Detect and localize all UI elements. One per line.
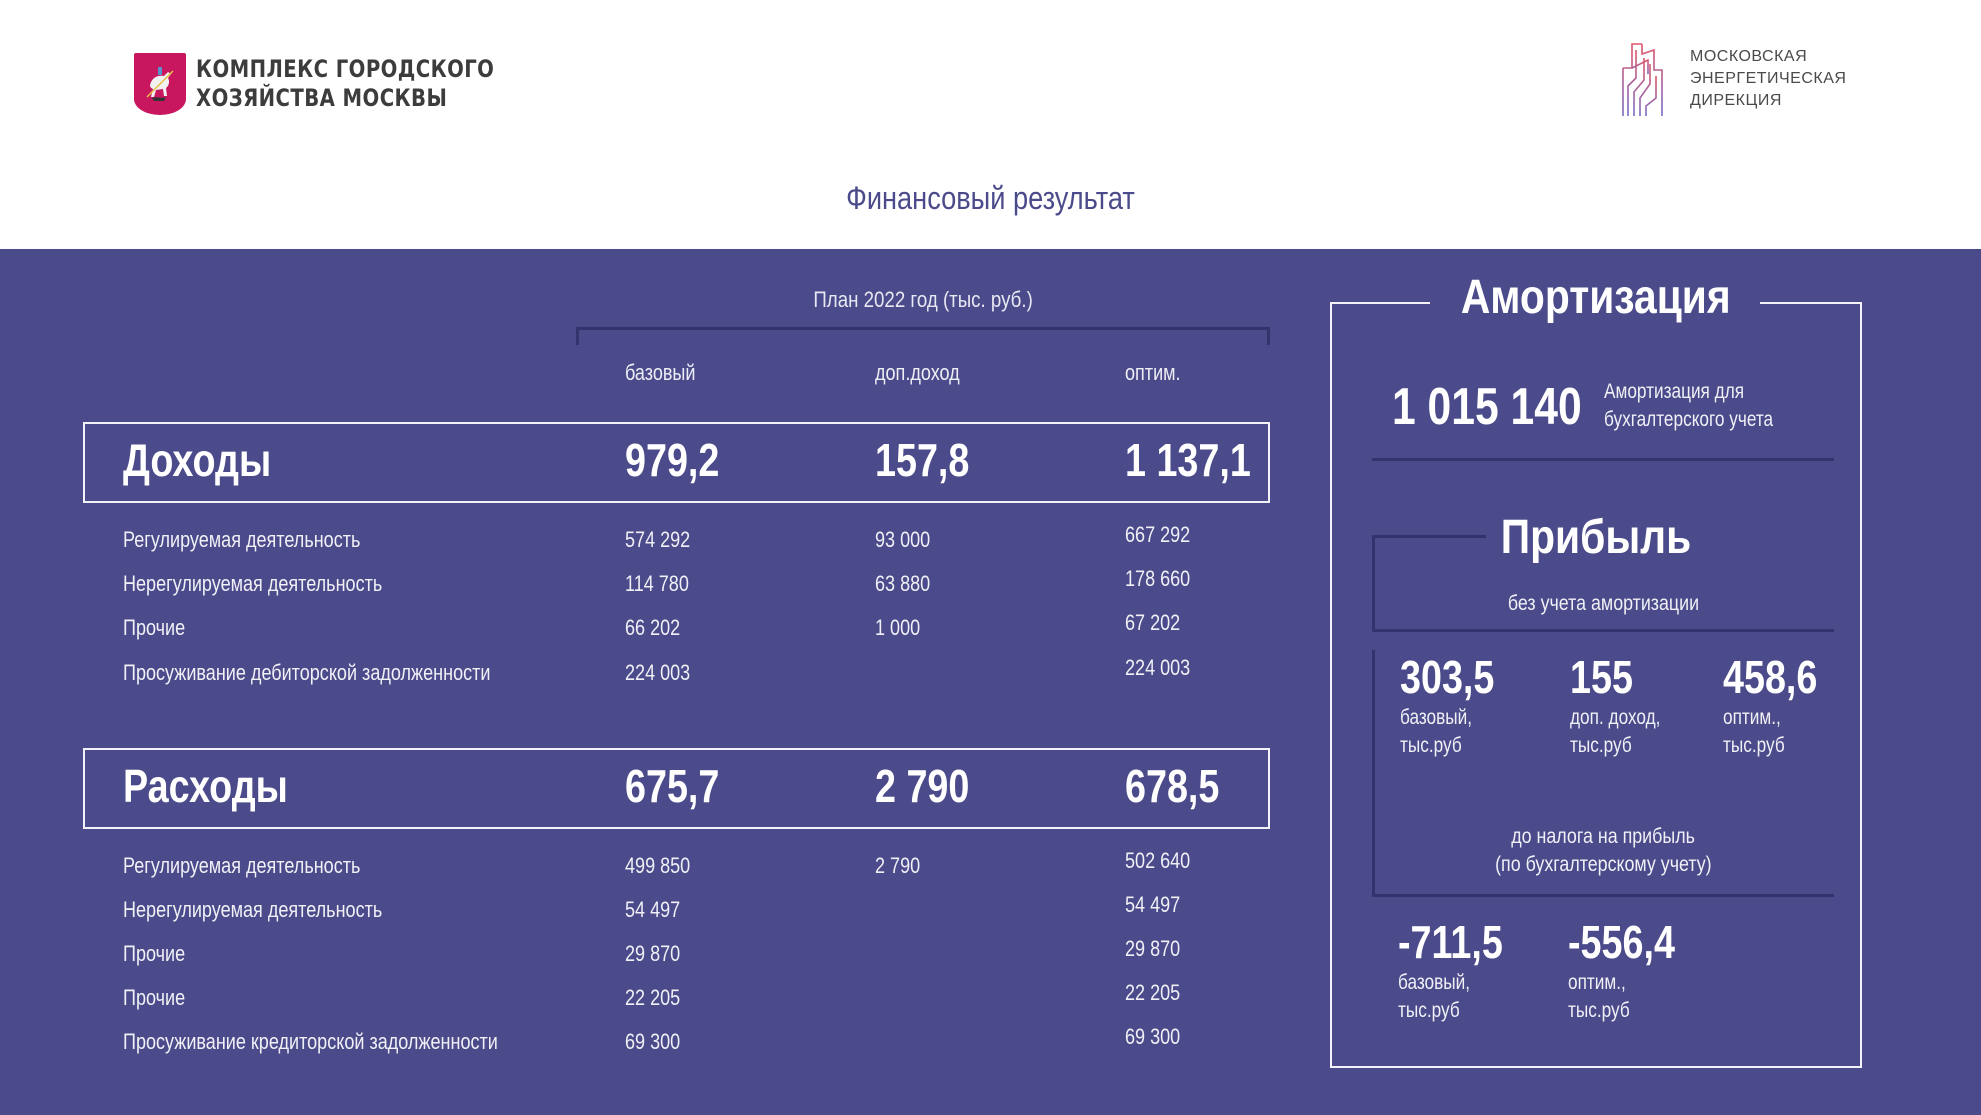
plan-label: План 2022 год (тыс. руб.) (813, 287, 1033, 312)
income-row-value: 114 780 (625, 571, 689, 596)
income-summary-box (83, 422, 1270, 503)
expense-row-value: 2 790 (875, 853, 921, 878)
income-row-label: Нерегулируемая деятельность (123, 571, 383, 596)
expenses-total-base: 675,7 (625, 760, 720, 812)
profit-before-tax-optimized-item: -556,4 оптим., тыс.руб (1568, 916, 1675, 1022)
profit-additional-item: 155 доп. доход, тыс.руб (1570, 651, 1661, 757)
expenses-summary-box (83, 748, 1270, 829)
buildings-outline-icon (1622, 43, 1663, 116)
income-row-value: 178 660 (1125, 566, 1191, 591)
divider (1372, 535, 1375, 630)
divider (1372, 535, 1486, 538)
expense-row-value: 54 497 (1125, 892, 1181, 917)
header: КОМПЛЕКС ГОРОДСКОГО ХОЗЯЙСТВА МОСКВЫ (0, 0, 1981, 249)
logo-right-line2: ЭНЕРГЕТИЧЕСКАЯ (1690, 70, 1847, 87)
income-row-value: 93 000 (875, 527, 931, 552)
expense-row-label: Регулируемая деятельность (123, 853, 361, 878)
plan-bracket (576, 327, 1270, 345)
profit-subtitle-without-amortization: без учета амортизации (1507, 592, 1699, 615)
expense-row-value: 69 300 (625, 1029, 681, 1054)
expenses-total-additional: 2 790 (875, 760, 970, 812)
expenses-total-optimized: 678,5 (1125, 760, 1220, 812)
logo-kgh-moscow: КОМПЛЕКС ГОРОДСКОГО ХОЗЯЙСТВА МОСКВЫ (134, 53, 560, 115)
income-row-value: 66 202 (625, 615, 681, 640)
profit-title: Прибыль (1500, 511, 1692, 564)
expense-row-label: Нерегулируемая деятельность (123, 897, 383, 922)
logo-left-line2: ХОЗЯЙСТВА МОСКВЫ (196, 84, 448, 112)
title-gap (1430, 290, 1760, 320)
income-row-label: Просуживание дебиторской задолженности (123, 660, 491, 685)
column-header-base: базовый (625, 360, 696, 385)
income-label: Доходы (123, 434, 272, 486)
divider (1372, 458, 1834, 461)
page-title: Финансовый результат (846, 180, 1135, 216)
column-header-additional-income: доп.доход (875, 360, 960, 385)
logo-right-line1: МОСКОВСКАЯ (1690, 48, 1808, 65)
expense-row-value: 22 205 (625, 985, 681, 1010)
expenses-label: Расходы (123, 760, 288, 812)
income-row-value: 224 003 (1125, 655, 1191, 680)
amortization-value: 1 015 140 (1392, 378, 1582, 436)
divider (1372, 629, 1834, 632)
divider (1372, 650, 1375, 895)
income-row-label: Прочие (123, 615, 186, 640)
income-total-additional: 157,8 (875, 434, 970, 486)
expense-row-value: 502 640 (1125, 848, 1191, 873)
expense-row-value: 29 870 (625, 941, 681, 966)
income-row-value: 63 880 (875, 571, 931, 596)
income-row-value: 67 202 (1125, 610, 1181, 635)
income-row-value: 1 000 (875, 615, 921, 640)
moscow-coat-of-arms-icon (134, 53, 186, 115)
income-row-value: 667 292 (1125, 522, 1191, 547)
expense-row-label: Прочие (123, 941, 186, 966)
income-total-base: 979,2 (625, 434, 720, 486)
expense-row-value: 54 497 (625, 897, 681, 922)
profit-before-tax-base-item: -711,5 базовый, тыс.руб (1398, 916, 1503, 1022)
column-header-optimized: оптим. (1125, 360, 1181, 385)
profit-subtitle-before-tax: до налога на прибыль (по бухгалтерскому … (1494, 825, 1712, 876)
logo-left-line1: КОМПЛЕКС ГОРОДСКОГО (196, 55, 495, 83)
expense-row-value: 22 205 (1125, 980, 1181, 1005)
income-row-value: 574 292 (625, 527, 691, 552)
expense-row-value: 499 850 (625, 853, 691, 878)
expense-row-label: Просуживание кредиторской задолженности (123, 1029, 498, 1054)
logo-mos-energy-directorate: МОСКОВСКАЯ ЭНЕРГЕТИЧЕСКАЯ ДИРЕКЦИЯ (1620, 40, 1846, 118)
profit-optimized-item: 458,6 оптим., тыс.руб (1723, 651, 1818, 757)
expense-row-value: 69 300 (1125, 1024, 1181, 1049)
income-row-value: 224 003 (625, 660, 691, 685)
expense-row-label: Прочие (123, 985, 186, 1010)
amortization-description: Амортизация для бухгалтерского учета (1604, 380, 1774, 431)
profit-base-item: 303,5 базовый, тыс.руб (1400, 651, 1495, 757)
logo-right-line3: ДИРЕКЦИЯ (1690, 92, 1782, 109)
amortization-title: Амортизация (1461, 271, 1731, 324)
income-row-label: Регулируемая деятельность (123, 527, 361, 552)
divider (1372, 894, 1834, 897)
income-total-optimized: 1 137,1 (1125, 434, 1251, 486)
expense-row-value: 29 870 (1125, 936, 1181, 961)
